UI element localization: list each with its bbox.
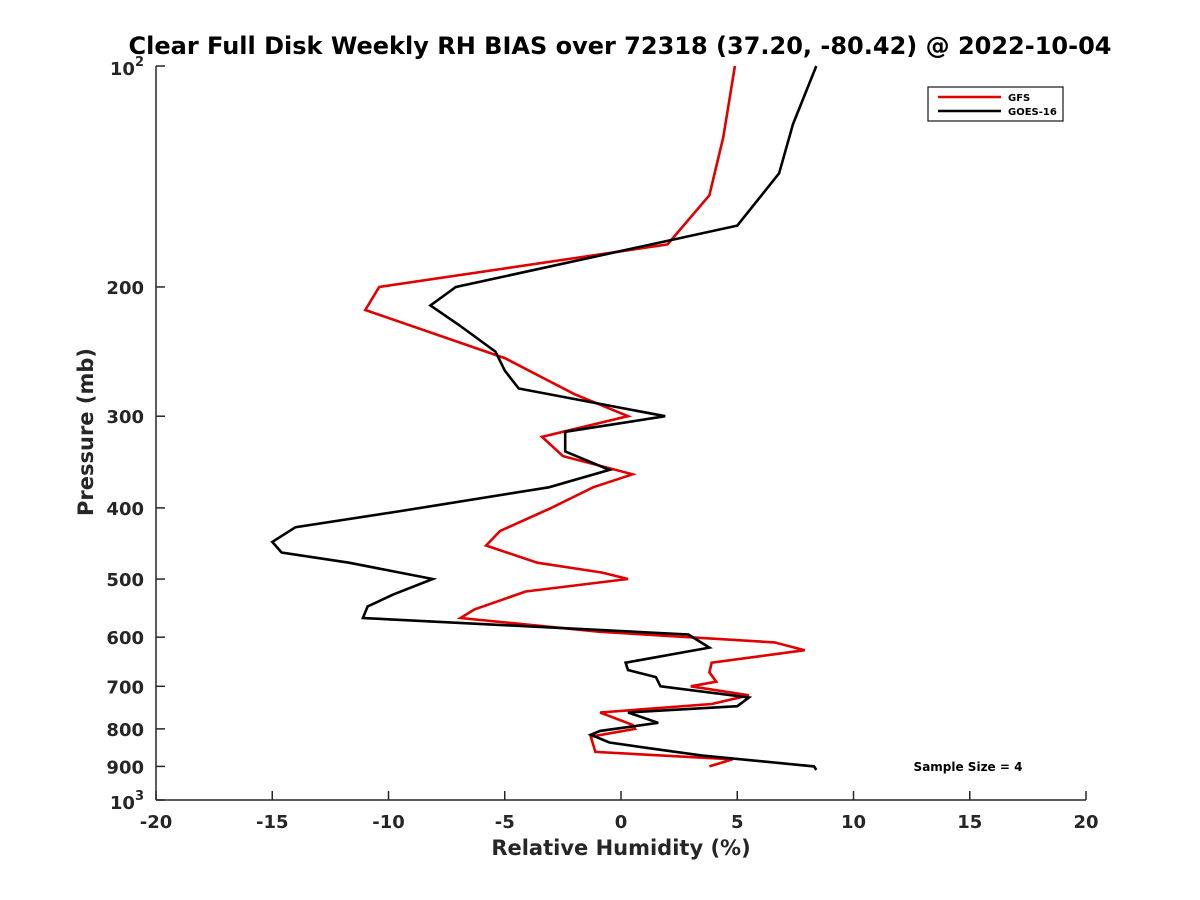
y-tick-label-power: 103 xyxy=(110,789,144,814)
y-tick-label: 500 xyxy=(106,570,144,591)
legend: GFS GOES-16 xyxy=(927,86,1064,122)
legend-label-goes-16: GOES-16 xyxy=(1008,107,1057,118)
x-tick-label: -10 xyxy=(372,812,405,833)
x-tick-label: -5 xyxy=(495,812,515,833)
y-axis-label: Pressure (mb) xyxy=(74,348,98,516)
x-tick-label: 10 xyxy=(841,812,866,833)
y-tick-label-power: 102 xyxy=(110,55,144,80)
series-line-gfs xyxy=(363,65,806,768)
x-tick-label: 0 xyxy=(615,812,628,833)
y-tick-label: 400 xyxy=(106,499,144,520)
legend-box xyxy=(927,86,1064,122)
y-tick-exponent: 3 xyxy=(135,789,144,804)
chart-title: Clear Full Disk Weekly RH BIAS over 7231… xyxy=(129,32,1112,60)
y-tick-label: 300 xyxy=(106,407,144,428)
y-tick-label: 800 xyxy=(106,720,144,741)
x-tick-label: 5 xyxy=(731,812,744,833)
x-tick-label: 20 xyxy=(1073,812,1098,833)
y-tick-label: 200 xyxy=(106,278,144,299)
y-tick-label: 600 xyxy=(106,628,144,649)
x-tick-label: -20 xyxy=(140,812,173,833)
sample-size-annotation: Sample Size = 4 xyxy=(914,760,1023,774)
x-axis-label: Relative Humidity (%) xyxy=(491,836,750,860)
y-tick-label: 700 xyxy=(106,677,144,698)
legend-label-gfs: GFS xyxy=(1008,93,1030,104)
y-tick-base: 10 xyxy=(110,59,135,80)
axes-layer: -20 -15 -10 -5 0 5 10 15 20102200300400500600700… xyxy=(106,55,1098,833)
series-line-goes-16 xyxy=(270,65,818,771)
y-tick-label: 900 xyxy=(106,757,144,778)
x-tick-label: -15 xyxy=(256,812,289,833)
series-layer xyxy=(270,65,818,771)
y-tick-exponent: 2 xyxy=(135,55,144,70)
y-tick-base: 10 xyxy=(110,793,135,814)
x-tick-label: 15 xyxy=(957,812,982,833)
